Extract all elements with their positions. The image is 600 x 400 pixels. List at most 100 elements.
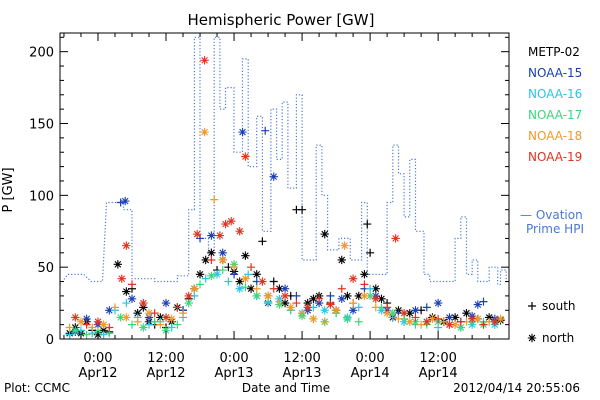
legend-entry: NOAA-18 <box>528 129 582 143</box>
data-point <box>207 231 216 240</box>
x-tick-label-date: Apr12 <box>146 366 185 381</box>
data-point <box>212 270 222 279</box>
data-point <box>348 274 358 283</box>
data-point <box>116 313 125 322</box>
data-point <box>196 234 205 243</box>
data-point <box>241 251 250 260</box>
legend-entry: NOAA-17 <box>528 108 582 122</box>
data-point <box>82 314 91 324</box>
data-point <box>241 152 250 161</box>
data-point <box>422 303 431 312</box>
data-point <box>366 284 375 293</box>
data-point <box>490 317 500 326</box>
data-point <box>122 287 131 296</box>
data-point <box>275 297 284 306</box>
x-axis-label: Date and Time <box>242 381 330 395</box>
data-point <box>139 303 148 312</box>
axes: 0501001502000:00Apr1212:00Apr120:00Apr13… <box>29 33 509 381</box>
data-point <box>224 277 233 286</box>
data-point <box>71 313 80 322</box>
data-point <box>280 284 290 293</box>
data-point <box>467 314 477 324</box>
data-point <box>371 294 380 303</box>
data-point <box>246 284 256 293</box>
data-point <box>235 227 244 236</box>
data-point <box>434 314 443 323</box>
data-point <box>207 255 216 264</box>
data-point <box>360 280 369 289</box>
data-point <box>377 294 386 303</box>
data-point <box>218 255 227 265</box>
data-point <box>99 326 108 335</box>
x-tick-label-time: 12:00 <box>283 351 320 366</box>
data-point <box>127 294 137 303</box>
plot-area <box>59 36 509 339</box>
marker-legend-symbol <box>527 333 537 343</box>
y-tick-label: 50 <box>37 261 54 276</box>
x-tick-label-date: Apr14 <box>419 366 458 381</box>
data-point <box>258 237 267 246</box>
x-tick-label-time: 0:00 <box>219 351 248 366</box>
data-point <box>117 274 126 283</box>
data-point <box>496 314 505 324</box>
x-tick-label-time: 0:00 <box>83 351 112 366</box>
data-point <box>445 320 454 329</box>
y-axis-label: P [GW] <box>1 167 16 212</box>
data-point <box>473 300 483 309</box>
data-point <box>150 317 159 326</box>
series-legend: METP-02 NOAA-15 NOAA-16 NOAA-17 NOAA-18 NOAA-… <box>528 45 582 164</box>
ovation-legend-label-line2: Prime HPI <box>526 222 584 236</box>
data-point <box>269 172 278 181</box>
data-point <box>450 313 460 322</box>
data-point <box>445 313 454 322</box>
data-point <box>65 323 74 332</box>
data-point <box>241 283 250 292</box>
data-point <box>133 308 142 318</box>
data-point <box>411 317 420 326</box>
footer-timestamp: 2012/04/14 20:55:06 <box>453 381 580 395</box>
data-point <box>179 309 188 318</box>
data-point <box>411 313 420 322</box>
data-point <box>363 220 372 229</box>
data-point <box>261 126 270 135</box>
data-point <box>456 317 465 326</box>
data-point <box>354 303 363 312</box>
data-point <box>127 320 136 329</box>
x-tick-label-time: 0:00 <box>356 351 385 366</box>
data-point <box>82 320 91 329</box>
data-point <box>428 314 437 324</box>
data-point <box>320 317 329 326</box>
data-point <box>196 280 205 289</box>
data-point <box>320 306 329 315</box>
data-point <box>215 231 225 240</box>
data-point <box>360 270 369 279</box>
footer-plot-credit: Plot: CCMC <box>4 381 70 395</box>
data-point <box>340 241 349 250</box>
data-point <box>462 308 471 318</box>
data-point <box>156 313 165 322</box>
data-point <box>354 317 363 326</box>
data-point <box>200 127 209 137</box>
data-point <box>227 216 236 226</box>
data-point <box>184 298 193 308</box>
chart-title: Hemispheric Power [GW] <box>188 11 375 29</box>
legend-entry: NOAA-16 <box>528 87 582 101</box>
legend-entry: NOAA-15 <box>528 66 582 80</box>
data-point <box>298 309 307 318</box>
y-tick-label: 100 <box>29 189 54 204</box>
data-point <box>161 298 171 308</box>
data-point <box>473 314 483 324</box>
data-point <box>167 314 176 324</box>
data-point <box>235 284 244 293</box>
data-point <box>122 313 131 322</box>
data-point <box>405 308 414 318</box>
data-point <box>173 303 182 312</box>
data-point <box>133 317 142 326</box>
data-point <box>184 291 193 301</box>
data-point <box>150 309 159 318</box>
data-point <box>238 127 247 137</box>
data-point <box>343 314 352 324</box>
marker-legend-label: south <box>542 299 576 313</box>
data-point <box>122 241 131 250</box>
